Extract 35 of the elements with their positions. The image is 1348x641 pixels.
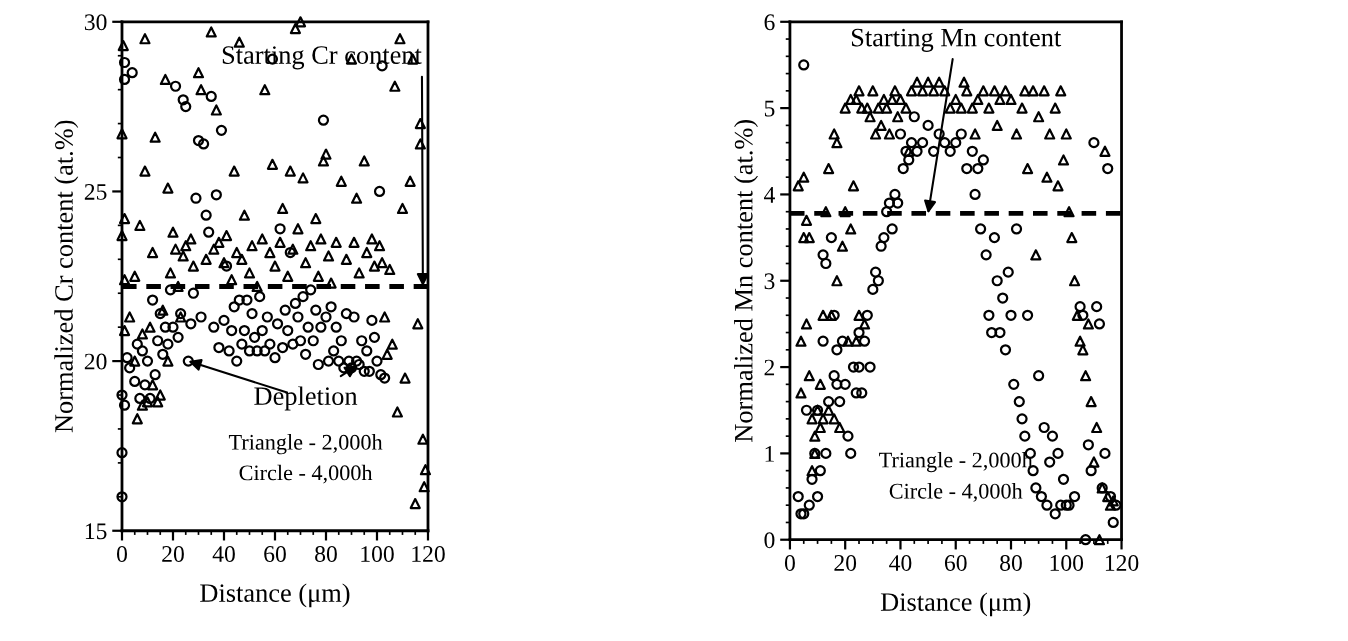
- annotation: Triangle - 2,000h: [879, 451, 1033, 473]
- x-tick-label: 60: [944, 554, 967, 571]
- y-axis-title: Normalized Cr content (at.%): [54, 120, 79, 433]
- x-tick-label: 80: [1000, 554, 1022, 571]
- annotation: Circle - 4,000h: [889, 483, 1023, 502]
- annotation: Triangle - 2,000h: [228, 434, 383, 455]
- y-tick-label: 5: [764, 100, 775, 117]
- x-tick-label: 120: [1105, 554, 1139, 571]
- annotation: Depletion: [254, 386, 358, 411]
- y-tick-label: 15: [85, 523, 107, 540]
- y-tick-label: 30: [84, 14, 107, 31]
- y-axis-title: Normalized Mn content (at.%): [734, 119, 758, 442]
- x-axis-title: Distance (μm): [200, 583, 350, 608]
- x-tick-label: 20: [834, 554, 857, 571]
- x-tick-label: 100: [361, 546, 394, 562]
- y-tick-label: 25: [84, 184, 107, 200]
- y-tick-label: 0: [764, 532, 775, 549]
- annotation: Circle - 4,000h: [239, 464, 373, 484]
- x-tick-label: 120: [412, 546, 445, 562]
- x-tick-label: 20: [162, 546, 184, 562]
- y-tick-label: 1: [765, 446, 774, 462]
- y-tick-label: 3: [764, 273, 775, 290]
- annotation: Starting Mn content: [851, 28, 1062, 52]
- x-tick-label: 40: [889, 554, 912, 571]
- x-tick-label: 60: [264, 546, 286, 562]
- x-axis-title: Distance (μm): [880, 592, 1031, 617]
- x-tick-label: 40: [212, 546, 235, 562]
- y-tick-label: 20: [84, 353, 107, 370]
- x-tick-label: 0: [116, 546, 127, 562]
- y-tick-label: 2: [764, 359, 775, 376]
- y-tick-label: 6: [764, 14, 775, 31]
- y-tick-label: 4: [764, 187, 775, 203]
- x-tick-label: 0: [784, 554, 795, 571]
- x-tick-label: 100: [1050, 554, 1084, 571]
- x-tick-label: 80: [315, 546, 337, 562]
